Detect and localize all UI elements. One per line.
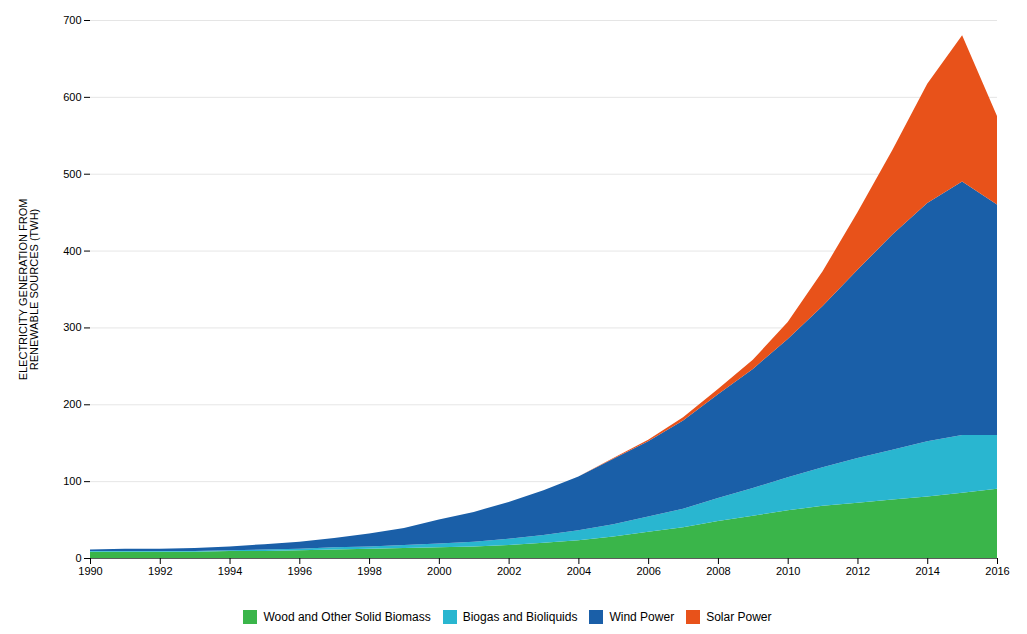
svg-text:1992: 1992 — [148, 565, 172, 577]
svg-text:400: 400 — [63, 245, 81, 257]
svg-text:2002: 2002 — [497, 565, 521, 577]
svg-text:100: 100 — [63, 475, 81, 487]
svg-text:ELECTRICITY GENERATION FROMREN: ELECTRICITY GENERATION FROMRENEWABLE SOU… — [17, 199, 40, 381]
svg-text:1994: 1994 — [218, 565, 242, 577]
svg-text:700: 700 — [63, 14, 81, 26]
svg-text:1996: 1996 — [288, 565, 312, 577]
svg-text:2006: 2006 — [636, 565, 660, 577]
svg-text:2010: 2010 — [776, 565, 800, 577]
svg-text:0: 0 — [75, 552, 81, 564]
html-text:Biogas and Bioliquids: Biogas and Bioliquids — [462, 609, 578, 624]
html-text:Solar Power: Solar Power — [706, 609, 772, 624]
svg-text:500: 500 — [63, 168, 81, 180]
html-text:Wind Power: Wind Power — [609, 609, 675, 624]
svg-text:2014: 2014 — [915, 565, 939, 577]
svg-text:300: 300 — [63, 321, 81, 333]
svg-text:1990: 1990 — [78, 565, 102, 577]
svg-text:1998: 1998 — [357, 565, 381, 577]
svg-text:2016: 2016 — [985, 565, 1009, 577]
svg-text:2000: 2000 — [427, 565, 451, 577]
svg-text:2012: 2012 — [846, 565, 870, 577]
svg-text:200: 200 — [63, 398, 81, 410]
svg-text:2004: 2004 — [567, 565, 591, 577]
html-text:Wood and Other Solid Biomass: Wood and Other Solid Biomass — [263, 609, 431, 624]
svg-text:2008: 2008 — [706, 565, 730, 577]
svg-text:600: 600 — [63, 91, 81, 103]
